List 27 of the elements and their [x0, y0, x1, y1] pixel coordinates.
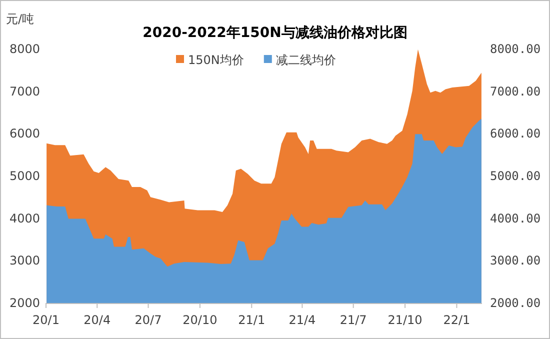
y-tick-label: 8000 [9, 42, 40, 56]
y-tick-label: 5000 [9, 169, 40, 183]
y2-tick-label: 2000.00 [490, 296, 541, 310]
y2-tick-label: 3000.00 [490, 254, 541, 268]
x-tick-label: 21/4 [288, 313, 316, 327]
x-tick-label: 20/7 [134, 313, 162, 327]
y2-tick-label: 8000.00 [490, 42, 541, 56]
y2-tick-label: 4000.00 [490, 211, 541, 226]
y-tick-label: 7000 [9, 84, 40, 98]
x-tick-label: 21/10 [388, 313, 422, 327]
x-tick-label: 21/7 [340, 313, 367, 327]
y2-tick-label: 5000.00 [490, 169, 541, 183]
legend-label: 减二线均价 [276, 53, 336, 67]
x-tick-label: 20/10 [182, 313, 218, 327]
x-tick-label: 22/1 [443, 313, 470, 327]
y-tick-label: 2000 [9, 296, 40, 310]
y-axis-title: 元/吨 [6, 12, 34, 26]
y2-tick-label: 7000.00 [490, 84, 541, 98]
y-tick-label: 3000 [9, 254, 40, 268]
y2-tick-label: 6000.00 [490, 126, 541, 141]
x-tick-label: 20/4 [84, 313, 111, 327]
y-tick-label: 6000 [9, 126, 40, 141]
legend-label: 150N均价 [188, 53, 244, 67]
x-tick-label: 21/1 [238, 313, 266, 327]
x-tick-label: 20/1 [32, 313, 60, 327]
y-tick-label: 4000 [9, 211, 40, 226]
chart-title: 2020-2022年150N与减线油价格对比图 [142, 25, 408, 41]
